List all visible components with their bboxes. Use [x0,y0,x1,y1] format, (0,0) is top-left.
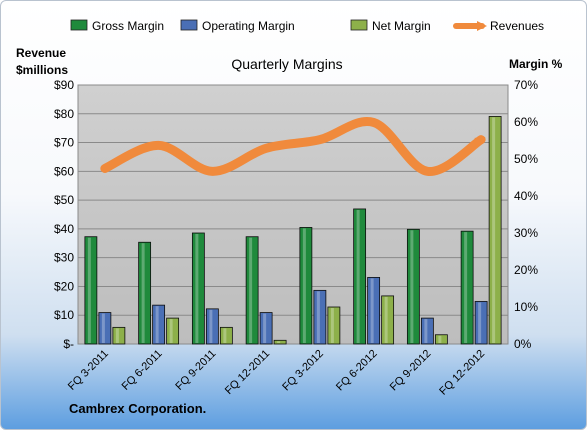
left-axis-label-revenue: Revenue [16,46,66,60]
left-axis-ticks: $- $10 $20 $30 $40 $50 $60 $70 $80 $90 [54,78,74,351]
operating-margin-bar-highlight [424,319,428,343]
operating-margin-legend-swatch [180,19,198,31]
gross-margin-bar [299,227,313,345]
net-margin-bar [434,334,448,345]
gross-margin-bar-highlight [249,237,253,343]
left-tick-label: $90 [54,78,74,92]
left-tick-label: $30 [54,251,74,265]
net-margin-bar [381,295,395,345]
operating-margin-bar [474,301,488,345]
gross-margin-bar [138,241,152,345]
operating-margin-bar [259,312,273,345]
operating-margin-legend-label: Operating Margin [202,19,295,33]
net-margin-bar [327,306,341,345]
gross-margin-bar-highlight [195,234,199,343]
gross-margin-bar-highlight [141,243,145,343]
category-label: FQ 6-2012 [334,348,380,394]
gross-margin-bar [84,236,98,345]
bars [84,116,502,345]
net-margin-bar [488,116,502,345]
left-tick-label: $50 [54,193,74,207]
category-label: FQ 12-2011 [223,348,272,397]
operating-margin-bar-highlight [155,306,159,343]
chart-title: Quarterly Margins [231,56,342,72]
left-tick-label: $70 [54,136,74,150]
left-tick-label: $10 [54,308,74,322]
right-axis-label: Margin % [509,57,563,71]
right-axis-ticks: 0% 10% 20% 30% 40% 50% 60% 70% [514,78,538,351]
left-tick-label: $- [63,337,74,351]
gross-margin-bar [406,228,420,345]
operating-margin-bar-highlight [478,302,482,343]
category-label: FQ 12-2012 [437,348,487,398]
gross-margin-bar [191,232,205,345]
right-tick-label: 70% [514,78,538,92]
legend: Gross Margin Operating Margin Net Margin Re… [70,19,544,33]
category-labels: FQ 3-2011 FQ 6-2011 FQ 9-2011 FQ 12-2011 FQ … [66,348,487,398]
operating-margin-bar [313,289,327,345]
net-margin-bar-highlight [492,117,496,343]
operating-margin-bar [367,276,381,345]
gross-margin-bar-highlight [302,228,306,343]
left-tick-label: $20 [54,279,74,293]
revenues-legend-label: Revenues [490,19,544,33]
left-axis-label-units: $millions [16,63,68,77]
gross-margin-bar [245,236,259,345]
net-margin-legend-label: Net Margin [372,19,431,33]
net-margin-bar-highlight [169,319,173,343]
revenues-line [100,116,486,176]
gross-margin-legend-label: Gross Margin [92,19,164,33]
gross-margin-bar-highlight [87,237,91,343]
right-tick-label: 30% [514,226,538,240]
net-margin-bar [219,326,233,345]
gross-margin-bar-highlight [410,230,414,343]
gross-margin-bar [353,208,367,345]
net-margin-bar-highlight [384,296,388,343]
right-tick-label: 60% [514,115,538,129]
net-margin-bar [166,317,180,345]
net-margin-bar-highlight [115,328,119,343]
right-tick-label: 50% [514,152,538,166]
operating-margin-bar-highlight [101,313,105,343]
left-tick-label: $40 [54,222,74,236]
operating-margin-bar-highlight [209,309,213,343]
net-margin-bar-highlight [223,328,227,343]
category-label: FQ 6-2011 [120,348,165,393]
category-label: FQ 9-2012 [388,348,434,394]
gross-margin-bar-highlight [464,232,468,343]
right-tick-label: 40% [514,189,538,203]
right-tick-label: 10% [514,300,538,314]
operating-margin-bar [205,308,219,345]
company-name: Cambrex Corporation. [69,401,207,416]
gross-margin-legend-swatch [70,19,88,31]
category-label: FQ 3-2012 [280,348,326,394]
operating-margin-bar [98,312,112,345]
left-tick-label: $60 [54,164,74,178]
operating-margin-bar-highlight [316,291,320,343]
left-tick-label: $80 [54,107,74,121]
operating-margin-bar-highlight [263,313,267,343]
right-tick-label: 0% [514,337,532,351]
category-label: FQ 3-2011 [66,348,111,393]
net-margin-bar [112,326,126,345]
operating-margin-bar [152,304,166,345]
operating-margin-bar-highlight [370,278,374,343]
net-margin-legend-swatch [350,19,368,31]
net-margin-bar [273,339,287,345]
gross-margin-bar-highlight [356,209,360,343]
gross-margin-bar [460,230,474,345]
net-margin-bar-highlight [277,341,281,343]
operating-margin-bar [420,317,434,345]
net-margin-bar-highlight [438,335,442,343]
net-margin-bar-highlight [330,308,334,343]
right-tick-label: 20% [514,263,538,277]
category-label: FQ 9-2011 [173,348,218,393]
